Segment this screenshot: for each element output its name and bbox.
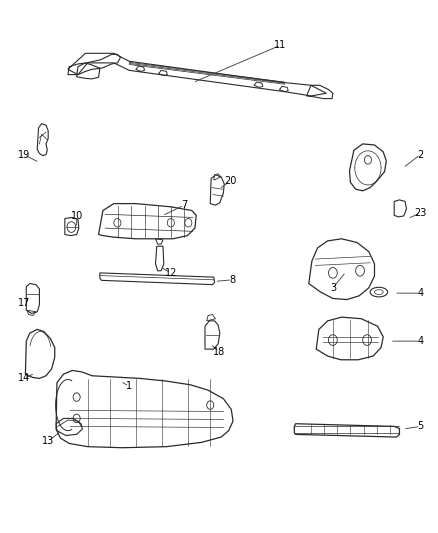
Text: 4: 4 (417, 288, 424, 298)
Text: 18: 18 (213, 347, 225, 357)
Text: 5: 5 (417, 422, 424, 431)
Text: 20: 20 (224, 176, 236, 186)
Text: 12: 12 (165, 268, 177, 278)
Text: 23: 23 (414, 208, 427, 218)
Text: 7: 7 (181, 200, 187, 210)
Text: 4: 4 (417, 336, 424, 346)
Text: 17: 17 (18, 298, 30, 308)
Text: 8: 8 (229, 275, 235, 285)
Text: 13: 13 (42, 437, 54, 446)
Text: 14: 14 (18, 374, 30, 383)
Text: 11: 11 (274, 41, 286, 50)
Text: 1: 1 (126, 382, 132, 391)
Text: 19: 19 (18, 150, 30, 159)
Text: 10: 10 (71, 211, 83, 221)
Text: 2: 2 (417, 150, 424, 159)
Text: 3: 3 (330, 283, 336, 293)
